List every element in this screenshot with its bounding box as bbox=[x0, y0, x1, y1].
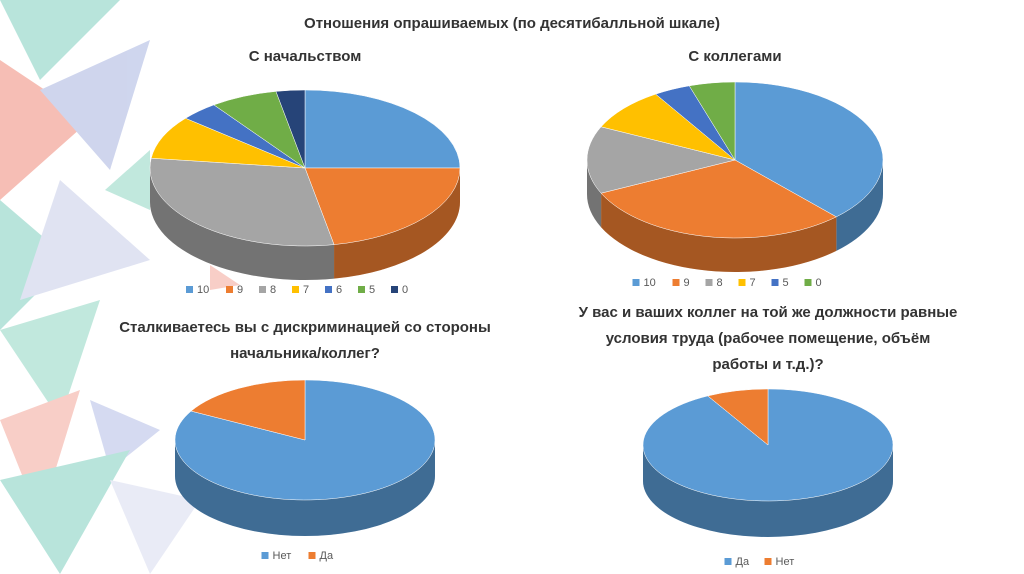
slice-side bbox=[836, 160, 883, 251]
pie-slice bbox=[304, 89, 461, 169]
slice-side-shade bbox=[587, 160, 602, 228]
slice-top bbox=[600, 93, 736, 161]
slice-side bbox=[175, 440, 435, 536]
slice-side bbox=[587, 160, 602, 228]
legend-label: Нет bbox=[776, 556, 795, 568]
slice-top bbox=[304, 167, 461, 245]
slice-top bbox=[275, 89, 306, 169]
slice-side-shade bbox=[601, 193, 837, 273]
chart-title: начальника/коллег? bbox=[230, 345, 380, 362]
legend-label: 8 bbox=[717, 277, 723, 289]
legend-label: 8 bbox=[270, 284, 276, 296]
legend-label: 10 bbox=[197, 284, 209, 296]
pie-slice bbox=[190, 379, 306, 441]
legend-swatch bbox=[672, 279, 680, 286]
slice-top bbox=[190, 379, 306, 441]
pie-slice bbox=[586, 126, 736, 228]
legend-label: 9 bbox=[684, 277, 690, 289]
pie-slice bbox=[150, 118, 306, 169]
legend-swatch bbox=[325, 286, 332, 293]
pie-slice bbox=[707, 388, 769, 446]
slice-top bbox=[688, 81, 736, 161]
chart-title: У вас и ваших коллег на той же должности… bbox=[579, 304, 958, 321]
legend-swatch bbox=[308, 552, 316, 559]
slice-side-shade bbox=[150, 168, 335, 280]
legend-label: 9 bbox=[237, 284, 243, 296]
legend-label: 5 bbox=[783, 277, 789, 289]
slice-side-shade bbox=[334, 168, 460, 279]
legend-label: 6 bbox=[336, 284, 342, 296]
slice-side-shade bbox=[643, 445, 893, 537]
slice-top bbox=[174, 379, 436, 501]
legend-label: Да bbox=[320, 550, 334, 562]
pie-slice bbox=[600, 93, 736, 161]
slice-side bbox=[334, 168, 460, 279]
legend-swatch bbox=[261, 552, 269, 559]
slice-top bbox=[149, 157, 335, 247]
legend-label: 5 bbox=[369, 284, 375, 296]
legend-swatch bbox=[259, 286, 266, 293]
legend-label: Да bbox=[736, 556, 750, 568]
legend-label: 0 bbox=[816, 277, 822, 289]
slice-top bbox=[734, 81, 884, 218]
slide-title: Отношения опрашиваемых (по десятибалльно… bbox=[304, 15, 720, 32]
chart-title: С начальством bbox=[249, 48, 362, 65]
legend-swatch bbox=[738, 279, 746, 286]
chart-title: условия труда (рабочее помещение, объём bbox=[606, 330, 931, 347]
decoration bbox=[0, 0, 240, 574]
legend-label: 0 bbox=[402, 284, 408, 296]
legend-swatch bbox=[226, 286, 233, 293]
legend-label: 7 bbox=[303, 284, 309, 296]
legend-swatch bbox=[724, 558, 732, 565]
slice-side-shade bbox=[175, 440, 435, 536]
legend-swatch bbox=[804, 279, 812, 286]
chart-title: С коллегами bbox=[688, 48, 781, 65]
slice-top bbox=[707, 388, 769, 446]
legend-swatch bbox=[632, 279, 640, 286]
slice-side bbox=[643, 445, 893, 537]
slice-top bbox=[600, 159, 837, 239]
slice-side bbox=[150, 168, 335, 280]
legend-swatch bbox=[292, 286, 299, 293]
pie-slice bbox=[734, 81, 884, 251]
legend-label: 7 bbox=[750, 277, 756, 289]
slice-side bbox=[601, 193, 837, 273]
legend-swatch bbox=[186, 286, 193, 293]
legend-label: 10 bbox=[644, 277, 656, 289]
chart-title: работы и т.д.)? bbox=[712, 356, 823, 373]
legend-swatch bbox=[391, 286, 398, 293]
pie-slice bbox=[149, 157, 335, 280]
slice-top bbox=[150, 118, 306, 169]
pie-slice bbox=[304, 167, 461, 279]
slice-top bbox=[304, 89, 461, 169]
slice-side-shade bbox=[836, 160, 883, 251]
slice-top bbox=[586, 126, 736, 194]
legend-swatch bbox=[764, 558, 772, 565]
legend-swatch bbox=[771, 279, 779, 286]
pie-slice bbox=[600, 159, 837, 273]
pie-slice bbox=[688, 81, 736, 161]
pie-slice bbox=[275, 89, 306, 169]
chart-title: Сталкиваетесь вы с дискриминацией со сто… bbox=[119, 319, 491, 336]
pie-slice bbox=[174, 379, 436, 536]
legend-swatch bbox=[705, 279, 713, 286]
legend-swatch bbox=[358, 286, 365, 293]
legend-label: Нет bbox=[273, 550, 292, 562]
